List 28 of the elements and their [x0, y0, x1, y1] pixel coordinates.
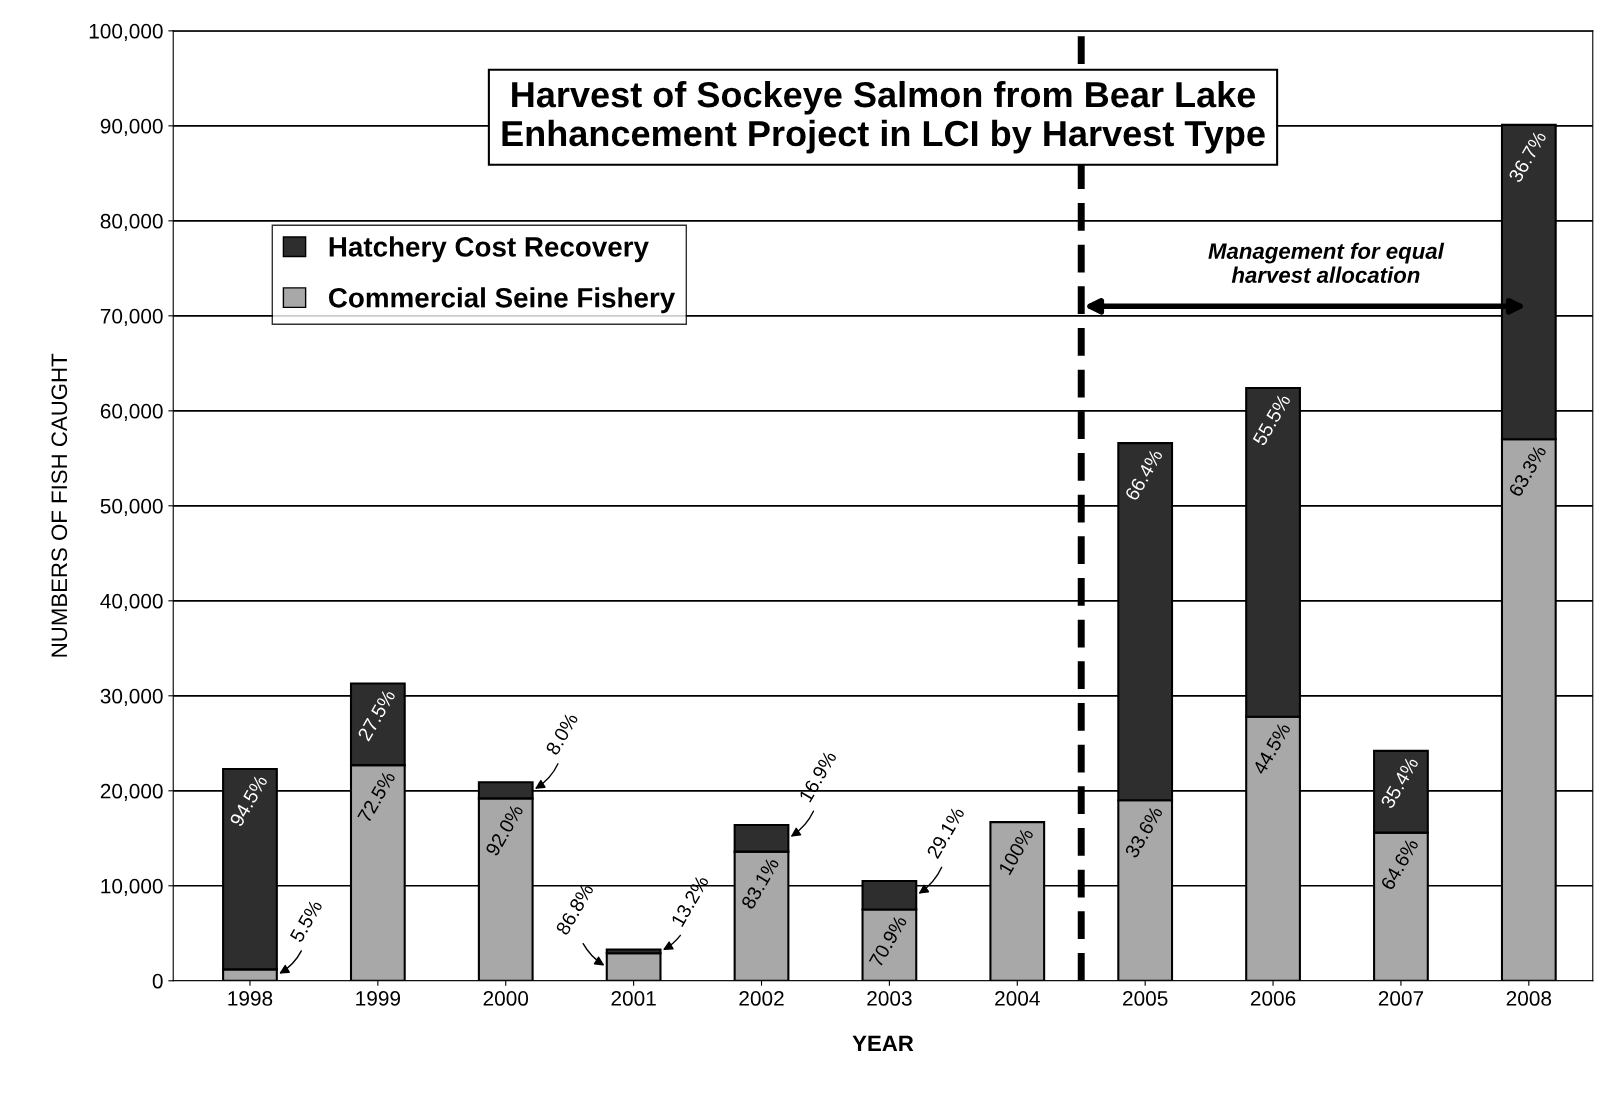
legend-label: Commercial Seine Fishery — [328, 287, 676, 314]
y-tick-label: 10,000 — [101, 878, 163, 896]
x-tick-label: 2002 — [739, 991, 784, 1006]
y-tick-label: 50,000 — [100, 498, 163, 517]
y-tick-label: 100,000 — [89, 23, 163, 42]
y-tick-label: 90,000 — [100, 118, 163, 137]
annotation: Management for equal harvest allocation — [1208, 242, 1445, 283]
y-tick-label: 20,000 — [100, 783, 163, 802]
x-tick-label: 2006 — [1250, 991, 1296, 1006]
x-tick-label: 2008 — [1506, 991, 1552, 1006]
x-tick-label: 1998 — [228, 991, 273, 1006]
x-tick-label: 2003 — [867, 991, 912, 1006]
y-tick-label: 30,000 — [100, 688, 163, 707]
y-tick-label: 40,000 — [100, 593, 163, 612]
x-tick-label: 2007 — [1378, 991, 1424, 1006]
y-tick-label: 60,000 — [100, 403, 163, 422]
x-tick-label: 2005 — [1123, 991, 1168, 1006]
y-tick-label: 80,000 — [100, 213, 163, 232]
y-tick-label: 70,000 — [100, 308, 163, 327]
x-axis-title: YEAR — [852, 1035, 914, 1052]
text: Harvest of Sockeye Salmon from Bear Lake Enhancement Project in LCI by Harvest Type — [502, 80, 1265, 154]
legend-label: Hatchery Cost Recovery — [329, 236, 649, 263]
x-tick-label: 2001 — [611, 991, 656, 1006]
x-tick-label: 1999 — [356, 991, 401, 1006]
y-tick-label: 0 — [152, 973, 163, 989]
x-tick-label: 2004 — [995, 991, 1040, 1006]
y-axis-title: NUMBERS OF FISH CAUGHT — [51, 353, 68, 657]
x-tick-label: 2000 — [483, 991, 529, 1006]
